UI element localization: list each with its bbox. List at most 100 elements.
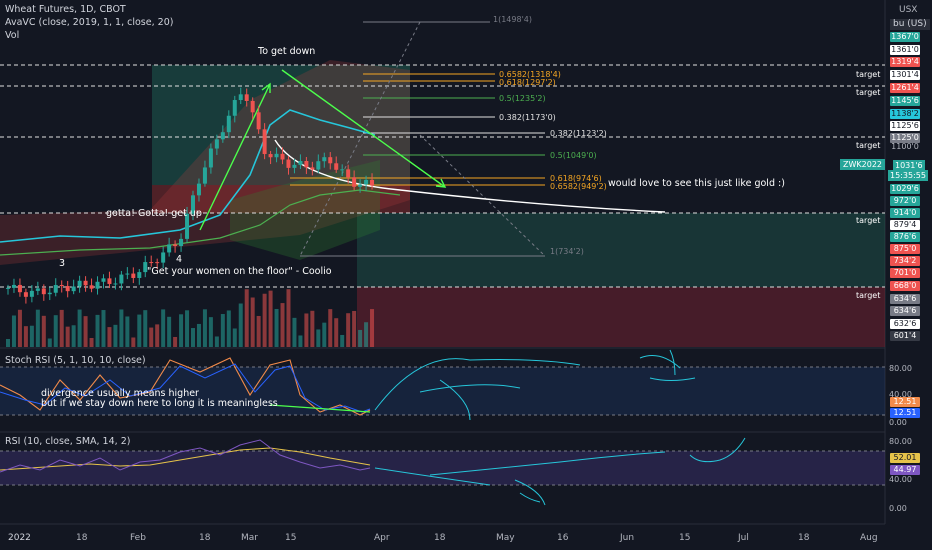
price-axis-label: 876'6 xyxy=(890,232,920,242)
candle xyxy=(268,154,273,158)
candle xyxy=(304,161,309,168)
target-label: target xyxy=(856,291,881,300)
candle xyxy=(328,157,333,164)
candle xyxy=(185,213,190,239)
date-tick: May xyxy=(496,533,515,543)
price-axis-label: 1125'6 xyxy=(890,121,920,131)
currency-label[interactable]: USX xyxy=(899,5,918,15)
price-axis-label: 1029'6 xyxy=(890,184,920,194)
candle xyxy=(196,183,201,196)
candle xyxy=(155,262,160,264)
ticker-countdown: 15:35:55 xyxy=(888,170,928,181)
rsi-title[interactable]: RSI (10, close, SMA, 14, 2) xyxy=(5,436,131,447)
volume-bar xyxy=(113,324,118,347)
chart-title[interactable]: Wheat Futures, 1D, CBOT xyxy=(5,4,126,15)
stoch-projection xyxy=(374,349,696,421)
rsi-tick: 40.00 xyxy=(889,475,912,484)
price-axis-label: 1138'2 xyxy=(890,109,920,119)
candle xyxy=(71,286,76,292)
volume-bar xyxy=(83,316,88,347)
indicator-label[interactable]: AvaVC (close, 2019, 1, 1, close, 20) xyxy=(5,17,174,28)
candle xyxy=(53,284,58,293)
annotation-coolio: "Get your women on the floor" - Coolio xyxy=(147,266,332,277)
volume-bar xyxy=(364,322,369,347)
candle xyxy=(208,148,213,168)
volume-bar xyxy=(370,309,375,347)
stoch-tick: 0.00 xyxy=(889,418,907,427)
candle xyxy=(364,179,369,185)
date-tick: 15 xyxy=(285,533,297,543)
candle xyxy=(340,169,345,171)
rsi-projection xyxy=(374,437,746,506)
candle xyxy=(137,272,142,278)
stoch-tick: 40.00 xyxy=(889,390,912,399)
volume-bar xyxy=(59,309,64,347)
short-stop-zone xyxy=(357,287,885,347)
candle xyxy=(346,169,351,178)
date-tick: Mar xyxy=(241,533,258,543)
date-tick: 18 xyxy=(798,533,810,543)
candle xyxy=(191,195,195,214)
volume-bar xyxy=(77,309,82,347)
stoch-k-value: 12.51 xyxy=(890,408,920,418)
volume-bar xyxy=(173,336,178,347)
volume-bar xyxy=(298,335,303,347)
candle xyxy=(226,115,231,133)
volume-bar xyxy=(161,309,166,347)
wave-label-4: 4 xyxy=(176,254,183,265)
volume-bar xyxy=(202,309,207,347)
candle xyxy=(125,273,130,275)
candle xyxy=(11,284,16,288)
candle xyxy=(274,153,279,158)
candle xyxy=(358,184,363,187)
volume-bar xyxy=(23,326,28,347)
stoch-title[interactable]: Stoch RSI (5, 1, 10, 10, close) xyxy=(5,355,146,366)
rsi-value: 44.97 xyxy=(890,465,920,475)
date-tick: Feb xyxy=(130,533,146,543)
wave-label-3: 3 xyxy=(59,258,66,269)
volume-bar xyxy=(185,310,190,347)
fib-label: 0.5(1049'0) xyxy=(550,151,597,160)
candle xyxy=(352,177,357,187)
candle xyxy=(65,286,70,292)
volume-bar xyxy=(220,314,225,347)
volume-label[interactable]: Vol xyxy=(5,30,20,41)
ma-line-2 xyxy=(0,189,401,256)
volume-bar xyxy=(29,325,34,347)
fib-label: 0.6582(949'2) xyxy=(550,182,607,191)
volume-bar xyxy=(238,303,243,347)
volume-bar xyxy=(256,315,261,347)
candle xyxy=(107,278,112,284)
volume-bar xyxy=(334,318,339,347)
candle xyxy=(95,281,100,289)
ma-line xyxy=(0,109,376,243)
price-axis-label: 1367'0 xyxy=(890,32,920,42)
date-tick: Jul xyxy=(738,533,749,543)
annotation-divergence-2: but if we stay down here to long it is m… xyxy=(41,398,278,409)
candle xyxy=(59,284,64,287)
volume-bar xyxy=(358,329,363,347)
rsi-tick: 80.00 xyxy=(889,437,912,446)
price-axis-label: 634'6 xyxy=(890,294,920,304)
candle xyxy=(101,278,106,282)
price-axis-label: 668'0 xyxy=(890,281,920,291)
unit-tag[interactable]: bu (US) xyxy=(890,19,930,30)
price-axis-label: 972'0 xyxy=(890,196,920,206)
candle xyxy=(173,244,178,247)
candle xyxy=(298,161,303,165)
volume-bar xyxy=(53,315,58,347)
target-label: target xyxy=(856,141,881,150)
target-label: target xyxy=(856,88,881,97)
price-axis-label: 701'0 xyxy=(890,268,920,278)
candle xyxy=(310,167,315,170)
date-tick: 18 xyxy=(199,533,211,543)
candle xyxy=(89,285,94,289)
candle xyxy=(143,262,148,273)
fib-label: 0.382(1173'0) xyxy=(499,113,556,122)
volume-bar xyxy=(95,314,100,347)
volume-bar xyxy=(196,323,201,347)
date-tick: 15 xyxy=(679,533,691,543)
volume-bar xyxy=(191,328,195,347)
rsi-band xyxy=(0,451,885,485)
